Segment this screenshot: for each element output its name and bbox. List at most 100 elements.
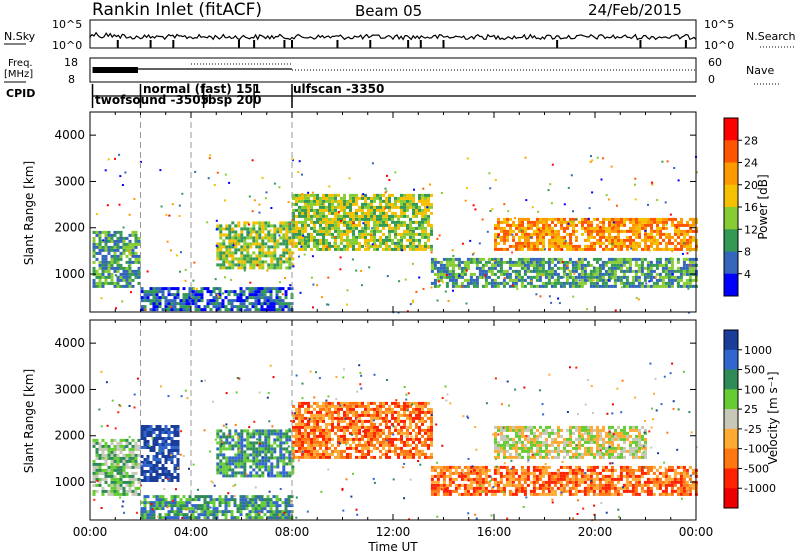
echo-cell: [267, 254, 271, 258]
echo-cell: [222, 465, 226, 469]
echo-cell: [116, 459, 120, 463]
echo-cell: [589, 272, 593, 276]
echo-cell: [260, 293, 264, 297]
echo-cell: [140, 473, 144, 476]
echo-cell: [249, 230, 253, 234]
echo-cell: [328, 247, 331, 251]
echo-cell: [472, 284, 476, 288]
echo-cell: [343, 202, 346, 206]
echo-cell: [258, 211, 261, 214]
echo-cell: [409, 241, 412, 245]
echo-cell: [281, 305, 285, 309]
echo-cell: [343, 419, 346, 423]
echo-cell: [670, 275, 674, 279]
echo-cell: [523, 257, 527, 261]
echo-cell: [219, 251, 223, 255]
echo-cell: [421, 410, 424, 414]
echo-cell: [373, 446, 376, 450]
echo-cell: [677, 247, 680, 251]
echo-cell: [307, 446, 310, 450]
echo-cell: [421, 404, 424, 408]
echo-cell: [98, 266, 102, 270]
echo-cell: [237, 465, 241, 469]
echo-cell: [692, 238, 695, 242]
echo-cell: [325, 407, 328, 411]
echo-cell: [236, 510, 240, 514]
echo-cell: [388, 208, 391, 212]
echo-cell: [561, 261, 564, 263]
echo-cell: [92, 465, 96, 469]
echo-cell: [116, 456, 120, 460]
echo-cell: [516, 288, 519, 291]
echo-cell: [161, 467, 165, 470]
colorbar-tick-label: 4: [744, 268, 751, 281]
echo-cell: [391, 410, 394, 414]
echo-cell: [637, 269, 641, 273]
echo-cell: [415, 208, 418, 212]
echo-cell: [254, 293, 258, 297]
echo-cell: [574, 284, 578, 288]
echo-cell: [203, 287, 207, 291]
echo-cell: [312, 283, 315, 286]
echo-cell: [273, 230, 277, 234]
echo-cell: [129, 254, 132, 257]
echo-cell: [191, 510, 195, 514]
echo-cell: [361, 193, 364, 197]
echo-cell: [463, 477, 467, 481]
echo-cell: [137, 492, 141, 496]
colorbar-tick-label: 12: [744, 223, 758, 236]
echo-cell: [155, 299, 159, 303]
echo-cell: [554, 232, 557, 236]
echo-cell: [270, 432, 274, 436]
echo-cell: [243, 474, 247, 478]
echo-cell: [228, 181, 231, 184]
echo-cell: [195, 287, 198, 290]
echo-cell: [685, 269, 689, 273]
echo-cell: [469, 477, 473, 481]
echo-cell: [107, 275, 111, 279]
echo-cell: [322, 199, 325, 203]
echo-cell: [252, 257, 256, 261]
echo-cell: [385, 244, 388, 248]
echo-cell: [518, 220, 521, 224]
echo-cell: [122, 453, 126, 457]
echo-cell: [665, 235, 668, 239]
echo-cell: [521, 244, 524, 248]
echo-cell: [412, 235, 415, 239]
echo-cell: [334, 220, 337, 224]
echo-cell: [511, 260, 515, 264]
echo-cell: [337, 428, 340, 432]
echo-cell: [288, 236, 292, 240]
echo-cell: [656, 226, 659, 230]
echo-cell: [192, 279, 195, 282]
echo-cell: [146, 510, 150, 514]
echo-cell: [394, 416, 397, 420]
echo-cell: [252, 260, 256, 264]
echo-cell: [243, 227, 247, 231]
echo-cell: [523, 284, 527, 288]
echo-cell: [680, 244, 683, 248]
echo-cell: [550, 301, 553, 304]
echo-cell: [593, 244, 596, 248]
echo-cell: [619, 257, 623, 261]
echo-cell: [243, 245, 247, 249]
echo-cell: [349, 452, 352, 456]
echo-cell: [385, 413, 388, 417]
echo-cell: [421, 217, 424, 221]
echo-cell: [194, 293, 198, 297]
echo-cell: [460, 269, 464, 273]
echo-cell: [228, 456, 232, 460]
echo-cell: [298, 220, 301, 224]
echo-cell: [334, 407, 337, 411]
echo-cell: [394, 425, 397, 429]
echo-cell: [681, 252, 684, 255]
echo-cell: [248, 290, 252, 294]
echo-cell: [219, 435, 223, 439]
echo-cell: [361, 208, 364, 212]
echo-cell: [346, 229, 349, 233]
echo-cell: [355, 247, 358, 251]
echo-cell: [234, 471, 238, 475]
echo-cell: [394, 244, 397, 248]
echo-cell: [436, 492, 440, 496]
echo-cell: [577, 272, 581, 276]
